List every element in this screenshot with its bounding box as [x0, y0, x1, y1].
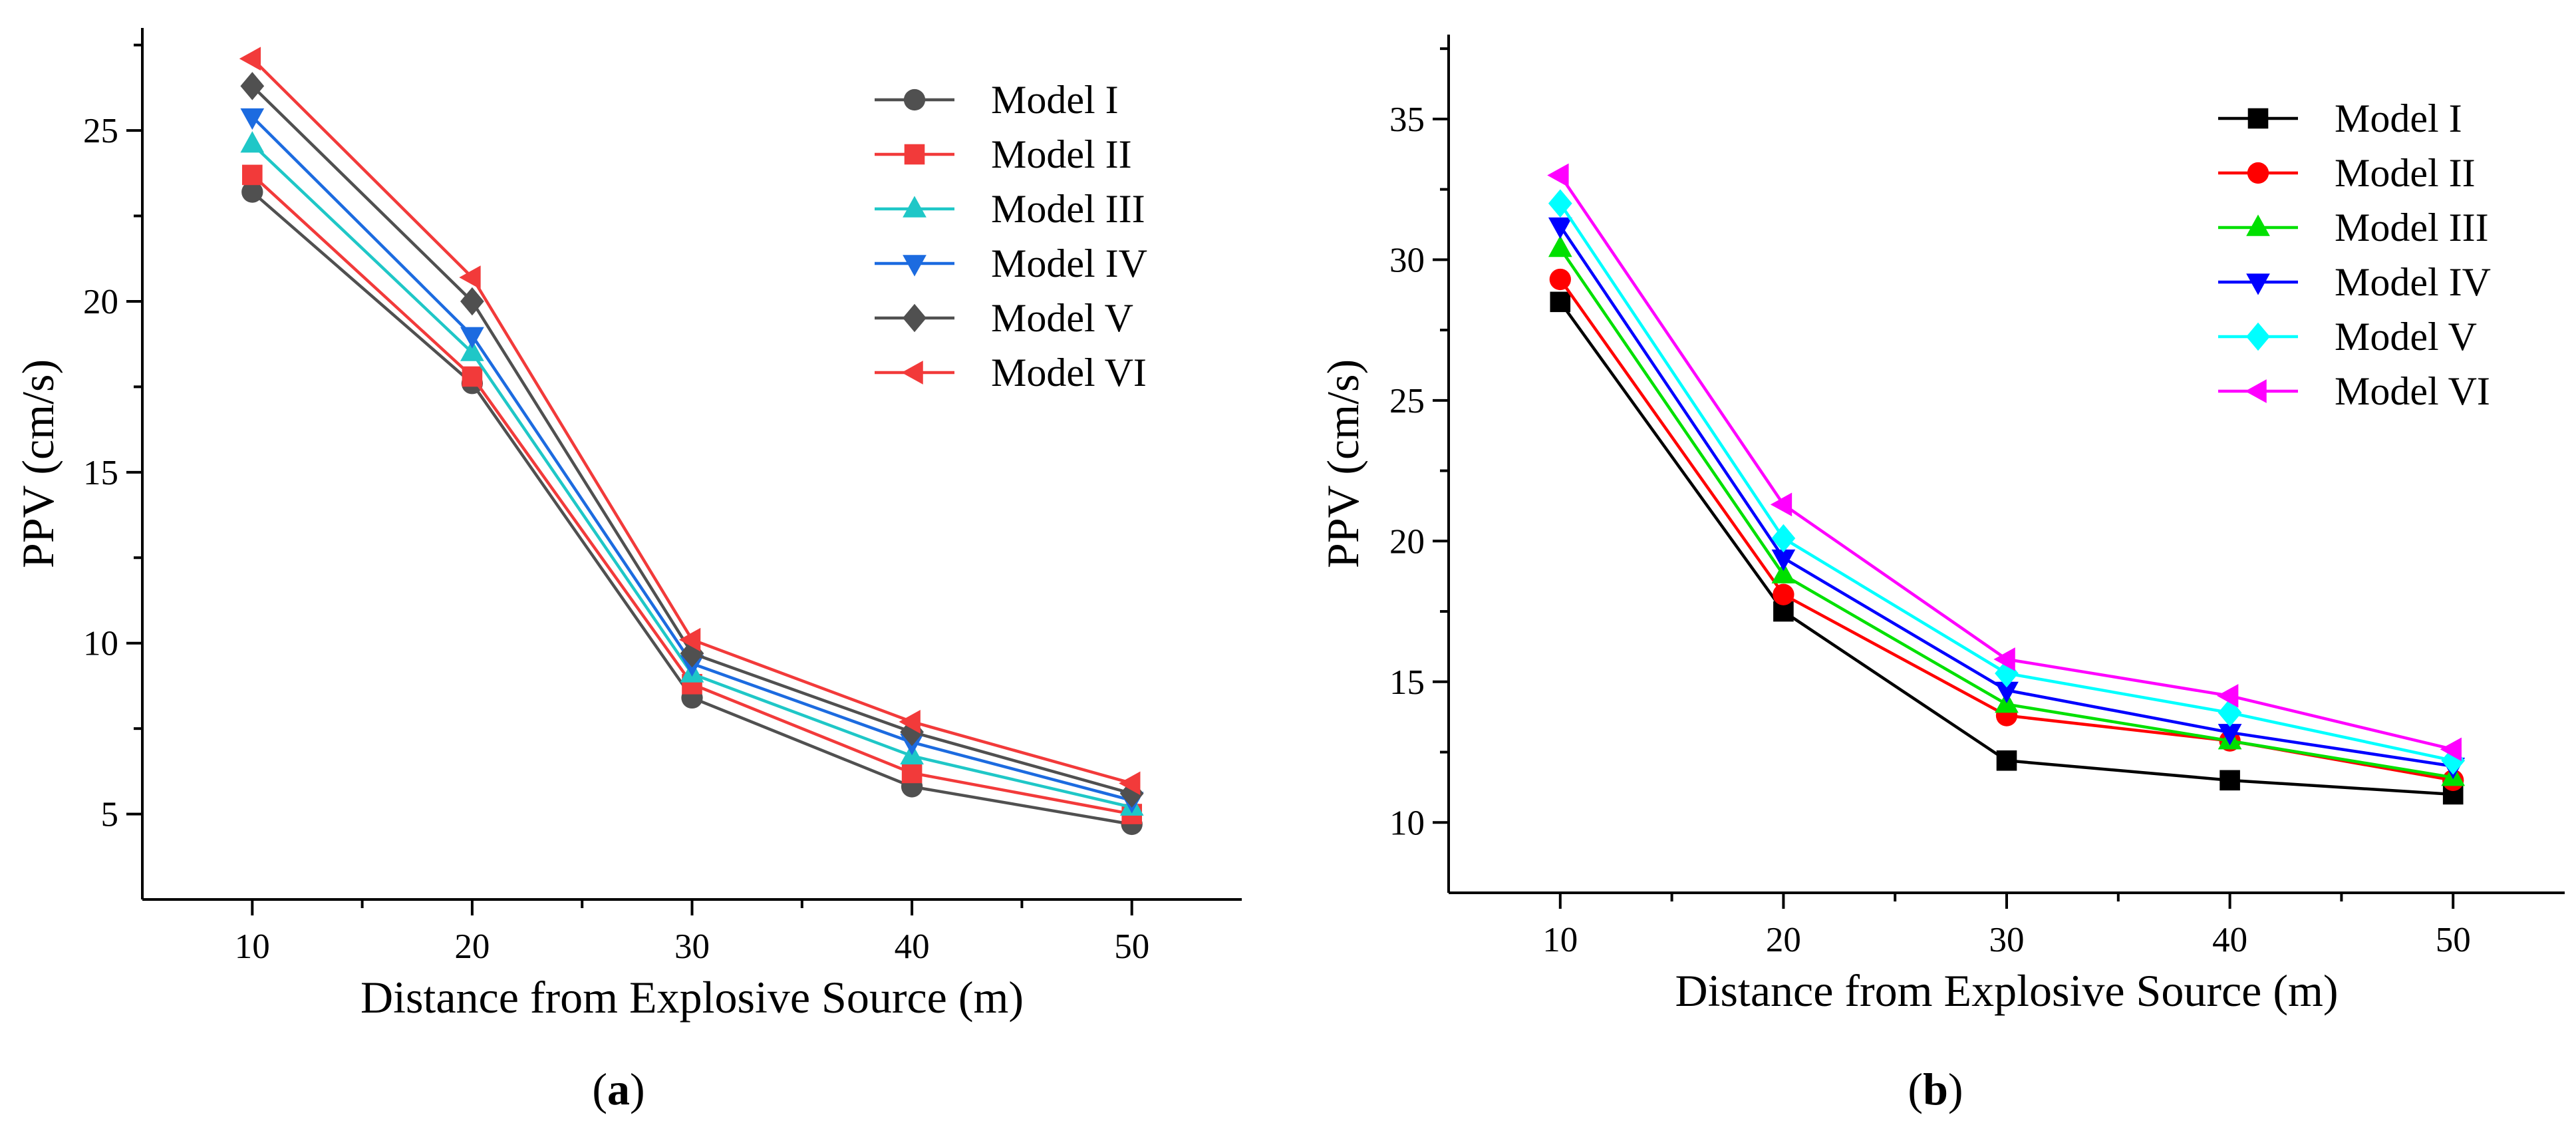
panel-caption: (a): [592, 1064, 644, 1114]
legend-label: Model I: [2335, 96, 2462, 140]
caption-open-paren: (: [1908, 1064, 1923, 1114]
data-point-series-6: [1119, 771, 1141, 796]
y-tick-label: 15: [83, 454, 118, 492]
data-point-series-6: [459, 265, 481, 289]
x-tick-label: 30: [674, 927, 710, 966]
legend-marker: [903, 196, 927, 218]
legend: Model I Model II Model III Model IV Model V M…: [2218, 96, 2491, 413]
y-tick-label: 35: [1389, 100, 1425, 139]
legend-marker: [903, 303, 927, 333]
caption-close-paren: ): [630, 1064, 645, 1114]
legend-label: Model V: [991, 296, 1133, 340]
legend-label: Model IV: [2335, 260, 2491, 304]
chart-panel-a: 10 20 30 40 50 5 10 15 20 25 Distance from Explosi…: [13, 28, 1242, 1114]
legend-label: Model VI: [2335, 369, 2490, 413]
x-tick-label: 50: [2436, 921, 2471, 959]
x-tick-label: 30: [1989, 921, 2025, 959]
data-point-series-5: [1548, 189, 1572, 218]
y-tick-label: 15: [1389, 663, 1425, 702]
y-tick-label: 25: [83, 112, 118, 150]
y-tick-label: 20: [1389, 522, 1425, 561]
legend-marker: [903, 88, 926, 111]
data-point-series-6: [1770, 492, 1792, 517]
legend-label: Model II: [991, 132, 1132, 176]
data-point-series-2: [462, 366, 483, 387]
caption-open-paren: (: [592, 1064, 607, 1114]
data-point-series-1: [1550, 291, 1571, 313]
legend-marker: [2247, 162, 2269, 184]
data-point-series-1: [2219, 770, 2240, 791]
data-point-series-4: [460, 327, 484, 349]
data-point-series-4: [2218, 724, 2242, 746]
data-point-series-5: [460, 287, 484, 316]
y-tick-label: 10: [83, 625, 118, 663]
data-point-series-2: [901, 762, 923, 784]
legend-marker: [2246, 322, 2270, 351]
caption-panel-letter: b: [1923, 1064, 1948, 1114]
legend-marker: [904, 144, 925, 165]
caption-panel-letter: a: [607, 1064, 630, 1114]
chart-panel-b: 10 20 30 40 50 10 15 20 25 30 35 Distance from Expl…: [1318, 35, 2565, 1114]
caption-close-paren: ): [1948, 1064, 1963, 1114]
legend-label: Model V: [2335, 315, 2477, 359]
y-tick-label: 30: [1389, 241, 1425, 279]
y-tick-label: 20: [83, 283, 118, 321]
data-point-series-6: [1547, 163, 1569, 188]
y-axis-title: PPV (cm/s): [1318, 359, 1368, 568]
data-point-series-6: [678, 627, 701, 652]
data-point-series-1: [241, 181, 263, 203]
legend-label: Model VI: [991, 351, 1147, 395]
data-point-series-5: [1771, 524, 1796, 553]
data-point-series-6: [2217, 684, 2239, 708]
x-tick-label: 20: [454, 927, 490, 966]
data-point-series-4: [1771, 549, 1796, 571]
data-point-series-4: [240, 108, 265, 130]
legend-marker: [2245, 379, 2267, 403]
x-tick-label: 10: [1542, 921, 1578, 959]
y-tick-label: 5: [101, 796, 119, 834]
y-tick-label: 25: [1389, 382, 1425, 420]
data-point-series-1: [1996, 750, 2017, 771]
legend-marker: [2247, 108, 2269, 129]
x-tick-label: 10: [235, 927, 270, 966]
x-axis-title: Distance from Explosive Source (m): [1675, 965, 2338, 1016]
legend-label: Model IV: [991, 241, 1147, 285]
data-point-series-4: [1995, 681, 2019, 704]
legend-label: Model III: [2335, 206, 2489, 249]
data-point-series-6: [1993, 647, 2015, 671]
legend-label: Model III: [991, 187, 1145, 231]
legend-marker: [901, 361, 923, 385]
data-point-series-6: [239, 47, 261, 71]
series-line-1: [251, 190, 1133, 826]
y-tick-label: 10: [1389, 804, 1425, 842]
data-point-series-5: [240, 72, 265, 100]
legend-label: Model I: [991, 78, 1119, 122]
data-point-series-3: [460, 339, 484, 361]
data-point-series-3: [1548, 235, 1572, 257]
legend: Model I Model II Model III Model IV Model V M…: [875, 78, 1147, 395]
data-point-series-2: [242, 164, 263, 186]
legend-marker: [2246, 214, 2270, 236]
x-axis-title: Distance from Explosive Source (m): [360, 972, 1024, 1023]
data-point-series-6: [899, 710, 921, 734]
x-tick-label: 40: [2212, 921, 2247, 959]
y-axis-title: PPV (cm/s): [13, 359, 63, 568]
x-tick-label: 50: [1114, 927, 1149, 966]
x-tick-label: 40: [895, 927, 930, 966]
data-point-series-2: [1549, 268, 1571, 291]
data-point-series-2: [1773, 583, 1794, 605]
legend-label: Model II: [2335, 151, 2476, 195]
data-point-series-6: [2440, 737, 2462, 762]
data-point-series-3: [240, 131, 265, 153]
data-point-series-4: [1548, 217, 1572, 240]
legend-marker: [2246, 273, 2270, 295]
data-point-series-3: [1771, 562, 1796, 583]
panel-caption: (b): [1908, 1064, 1963, 1114]
x-tick-label: 20: [1766, 921, 1801, 959]
legend-marker: [903, 255, 927, 277]
data-point-series-5: [680, 639, 704, 668]
